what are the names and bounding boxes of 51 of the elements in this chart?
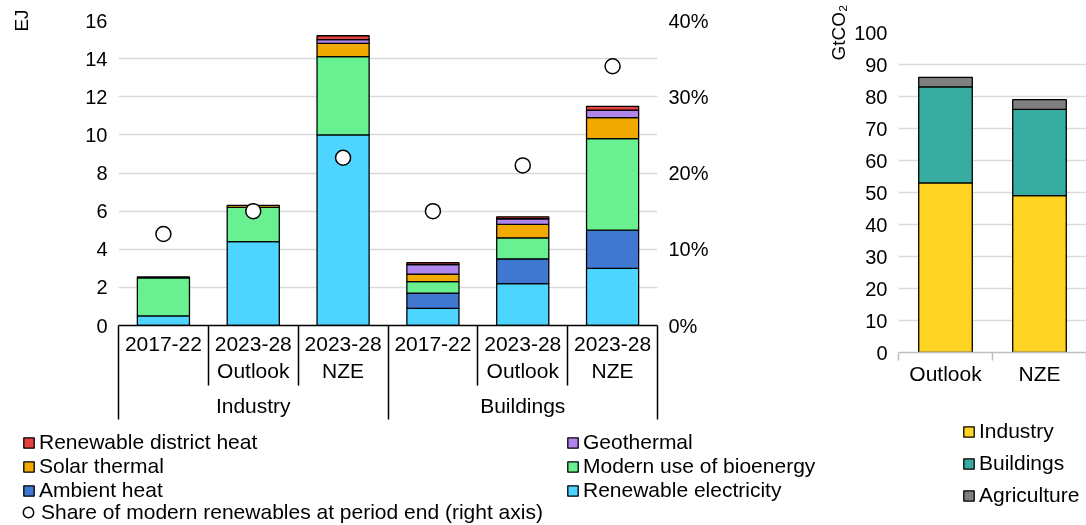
bar: [316, 35, 370, 41]
y-tick-label: 14: [85, 47, 108, 70]
y2-tick-label: 30%: [668, 85, 709, 108]
y-tick-label: 90: [865, 53, 888, 76]
y-tick-label: 12: [85, 85, 108, 108]
y-tick-label: 80: [865, 85, 888, 108]
y-tick-label: 100: [854, 21, 888, 44]
y-tick-label: 6: [96, 200, 108, 223]
text: Industry: [215, 393, 292, 417]
x-tick-label: Outlook: [909, 361, 983, 385]
legend-label: Industry: [979, 419, 1054, 443]
point: [334, 149, 352, 166]
x-tick-label: 2017-22: [124, 331, 202, 355]
y-axis-title: EJ: [11, 9, 33, 32]
y-tick-label: 50: [865, 181, 888, 204]
point: [424, 202, 442, 220]
y-tick-label: 16: [85, 9, 108, 32]
y-tick-label: 70: [865, 117, 888, 140]
legend-label: Solar thermal: [39, 454, 164, 478]
legend-label: Ambient heat: [39, 478, 163, 502]
x-tick-label: NZE: [1018, 361, 1061, 385]
y-tick-label: 2: [96, 276, 108, 299]
y-tick-label: 4: [96, 238, 108, 261]
x-tick-label: 2023-28 Outlook: [214, 331, 292, 383]
legend-label: Modern use of bioenergy: [583, 454, 816, 478]
legend-label: Renewable district heat: [39, 430, 258, 454]
legend-label: Share of modern renewables at period end (right axis): [41, 500, 543, 524]
point: [245, 202, 262, 220]
y-tick-label: 10: [865, 309, 888, 332]
x-tick-label: 2017-22: [394, 331, 472, 355]
y-tick-label: 20: [865, 277, 888, 300]
legend-label: Buildings: [979, 451, 1065, 475]
x-tick-label: 2023-28 Outlook: [484, 331, 562, 383]
legend-label: Geothermal: [583, 430, 693, 454]
legend-label: Renewable electricity: [583, 478, 782, 502]
y2-tick-label: 20%: [668, 162, 709, 184]
y-tick-label: 0: [876, 341, 888, 364]
y-tick-label: 10: [85, 123, 108, 146]
x-tick-label: 2023-28 NZE: [574, 331, 652, 383]
y2-tick-label: 40%: [668, 9, 709, 32]
y-tick-label: 0: [96, 314, 108, 337]
y-axis-title: GtCO₂: [828, 4, 850, 61]
y-tick-label: 8: [96, 162, 108, 184]
x-tick-label: 2023-28 NZE: [304, 331, 382, 383]
text: Buildings: [480, 393, 566, 417]
legend-label: Agriculture: [979, 483, 1080, 507]
y-tick-label: 30: [865, 245, 888, 268]
y2-tick-label: 10%: [668, 238, 709, 261]
y-tick-label: 60: [865, 149, 888, 172]
y2-tick-label: 0%: [668, 314, 698, 337]
y-tick-label: 40: [865, 213, 888, 236]
